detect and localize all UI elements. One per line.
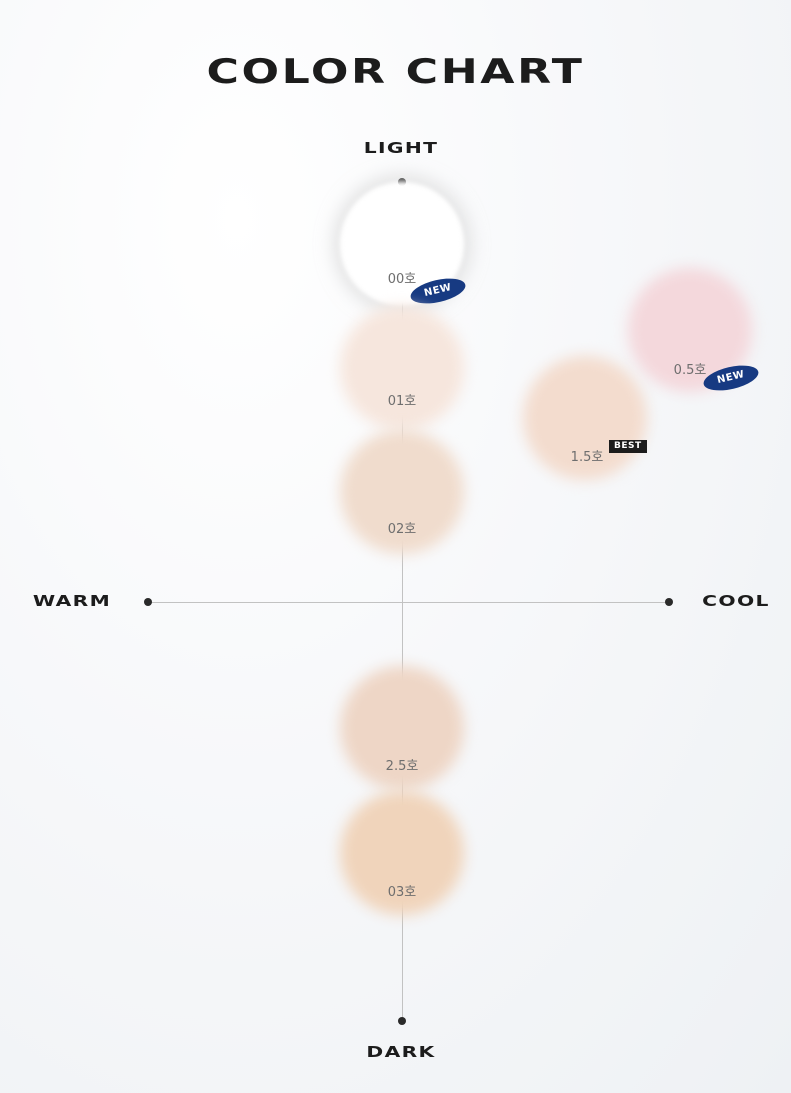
shade-label: 02호 [387, 522, 417, 537]
best-badge: BEST [609, 440, 647, 453]
shade-label: 01호 [387, 394, 417, 409]
axis-label-cool: COOL [702, 592, 770, 610]
axis-end-dot-right [665, 598, 673, 606]
shade-label: 2.5호 [385, 759, 419, 774]
axis-end-dot-left [144, 598, 152, 606]
chart-title: COLOR CHART [206, 52, 585, 92]
axis-label-warm: WARM [32, 592, 112, 610]
shade-swatch [340, 791, 464, 915]
axis-end-dot-bottom [398, 1017, 406, 1025]
shade-label: 1.5호 [570, 450, 604, 465]
axis-label-dark: DARK [366, 1043, 436, 1061]
shade-label: 00호 [387, 272, 417, 287]
shade-swatch [340, 306, 464, 430]
vertical-axis-line [402, 182, 403, 1021]
horizontal-axis-line [148, 602, 670, 603]
shade-swatch [340, 430, 464, 554]
shade-label: 0.5호 [673, 363, 707, 378]
shade-label: 03호 [387, 885, 417, 900]
shade-swatch [340, 666, 464, 790]
axis-label-light: LIGHT [363, 139, 439, 157]
shade-swatch [523, 356, 647, 480]
